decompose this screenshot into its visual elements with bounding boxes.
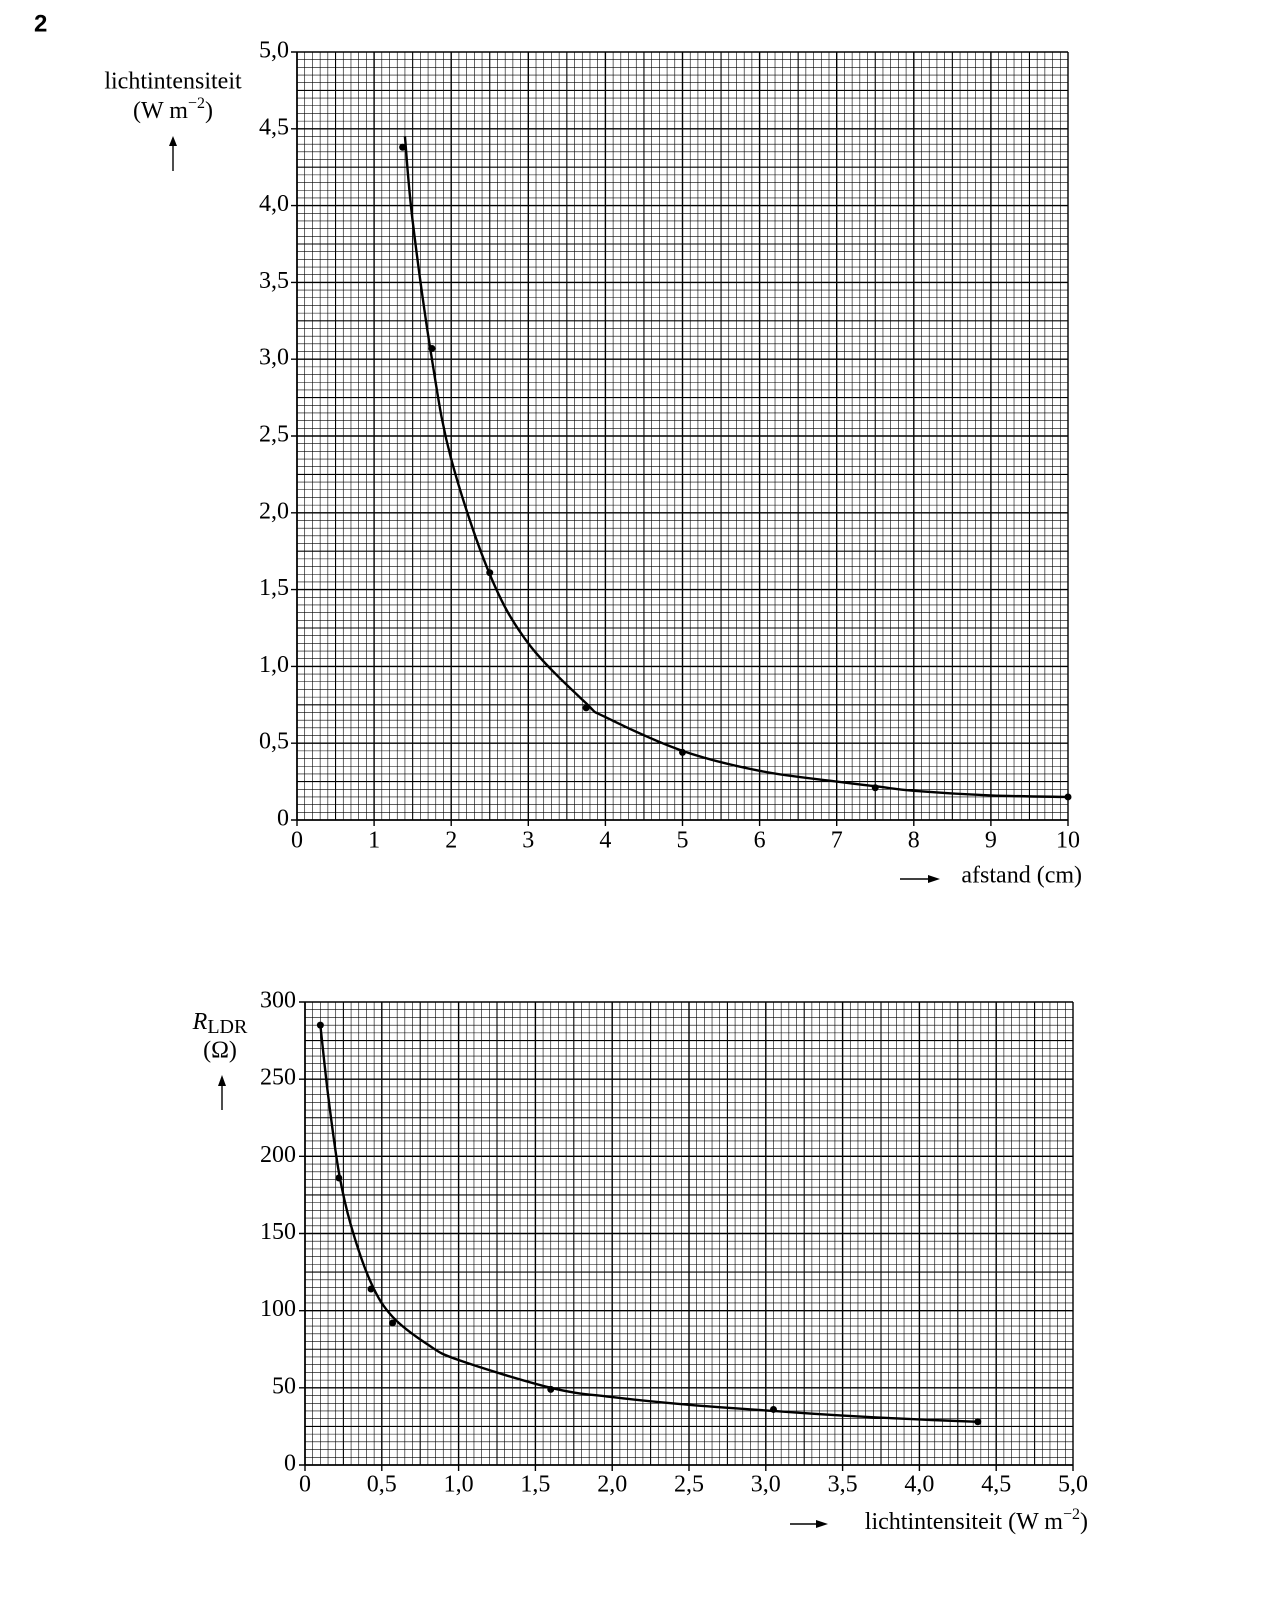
y-tick-label: 3,5 <box>259 268 289 294</box>
y-tick-label: 50 <box>272 1373 296 1399</box>
y-axis-label: lichtintensiteit <box>104 69 242 95</box>
x-tick-label: 4,0 <box>904 1472 934 1498</box>
y-tick-label: 250 <box>260 1065 296 1091</box>
x-tick-label: 0 <box>299 1472 311 1498</box>
label-subscript: LDR <box>207 1016 248 1038</box>
chart: 0 0,5 1,0 1,5 2,0 2,5 3,0 3,5 4,0 4,5 5,0 0 50 100 150… <box>260 988 1088 1498</box>
data-point <box>399 143 407 151</box>
label-exponent: −2 <box>1063 1506 1080 1523</box>
x-tick-label: 4,5 <box>981 1472 1011 1498</box>
x-tick-label: 0 <box>291 828 303 854</box>
y-axis-label: RLDR <box>192 1009 248 1038</box>
y-arrow <box>218 1075 226 1110</box>
unit-close: ) <box>205 98 213 124</box>
y-axis-unit: (W m−2) <box>133 95 213 124</box>
label-close: ) <box>1080 1509 1088 1535</box>
x-arrow <box>900 875 940 883</box>
data-point <box>389 1319 397 1327</box>
x-tick-label: 1,5 <box>520 1472 550 1498</box>
x-tick-label: 5,0 <box>1058 1472 1088 1498</box>
x-tick-label: 1,0 <box>444 1472 474 1498</box>
x-tick-label: 10 <box>1056 828 1080 854</box>
x-tick-label: 2,5 <box>674 1472 704 1498</box>
x-axis-label: afstand (cm) <box>961 863 1082 889</box>
x-tick-label: 3,5 <box>828 1472 858 1498</box>
y-tick-label: 4,0 <box>259 191 289 217</box>
x-tick-label: 1 <box>368 828 380 854</box>
x-tick-label: 9 <box>985 828 997 854</box>
y-tick-label: 0 <box>284 1451 296 1477</box>
unit-exponent: −2 <box>188 95 205 112</box>
y-tick-label: 3,0 <box>259 345 289 371</box>
x-tick-label: 5 <box>677 828 689 854</box>
x-tick-label: 2,0 <box>597 1472 627 1498</box>
y-tick-label: 0 <box>277 806 289 832</box>
y-tick-label: 2,0 <box>259 498 289 524</box>
x-tick-label: 0,5 <box>367 1472 397 1498</box>
y-tick-label: 200 <box>260 1142 296 1168</box>
label-base: lichtintensiteit (W m <box>865 1509 1064 1535</box>
fit-curve <box>319 1025 978 1423</box>
x-tick-label: 2 <box>445 828 457 854</box>
question-number: 2 <box>34 10 47 37</box>
x-tick-label: 8 <box>908 828 920 854</box>
x-tick-label: 7 <box>831 828 843 854</box>
y-tick-label: 2,5 <box>259 422 289 448</box>
x-tick-label: 6 <box>754 828 766 854</box>
chart: 0 1 2 3 4 5 6 7 8 9 10 0 0,5 1,0 1,5 2,0 2,5 3,0 3,5 4,0 4,5… <box>259 38 1080 854</box>
x-tick-label: 3,0 <box>751 1472 781 1498</box>
y-axis-unit: (Ω) <box>203 1038 237 1064</box>
y-tick-label: 100 <box>260 1296 296 1322</box>
x-axis-label: lichtintensiteit (W m−2) <box>865 1506 1088 1535</box>
x-arrow <box>790 1520 828 1528</box>
y-tick-label: 4,5 <box>259 114 289 140</box>
y-tick-label: 300 <box>260 988 296 1014</box>
y-arrow <box>169 136 177 171</box>
y-tick-label: 0,5 <box>259 729 289 755</box>
y-tick-label: 5,0 <box>259 38 289 64</box>
unit-base: (W m <box>133 98 188 124</box>
label-symbol: R <box>192 1009 208 1035</box>
y-tick-label: 150 <box>260 1219 296 1245</box>
x-tick-label: 4 <box>599 828 611 854</box>
fit-curve <box>403 136 1069 799</box>
x-tick-label: 3 <box>522 828 534 854</box>
y-tick-label: 1,5 <box>259 575 289 601</box>
y-tick-label: 1,0 <box>259 652 289 678</box>
